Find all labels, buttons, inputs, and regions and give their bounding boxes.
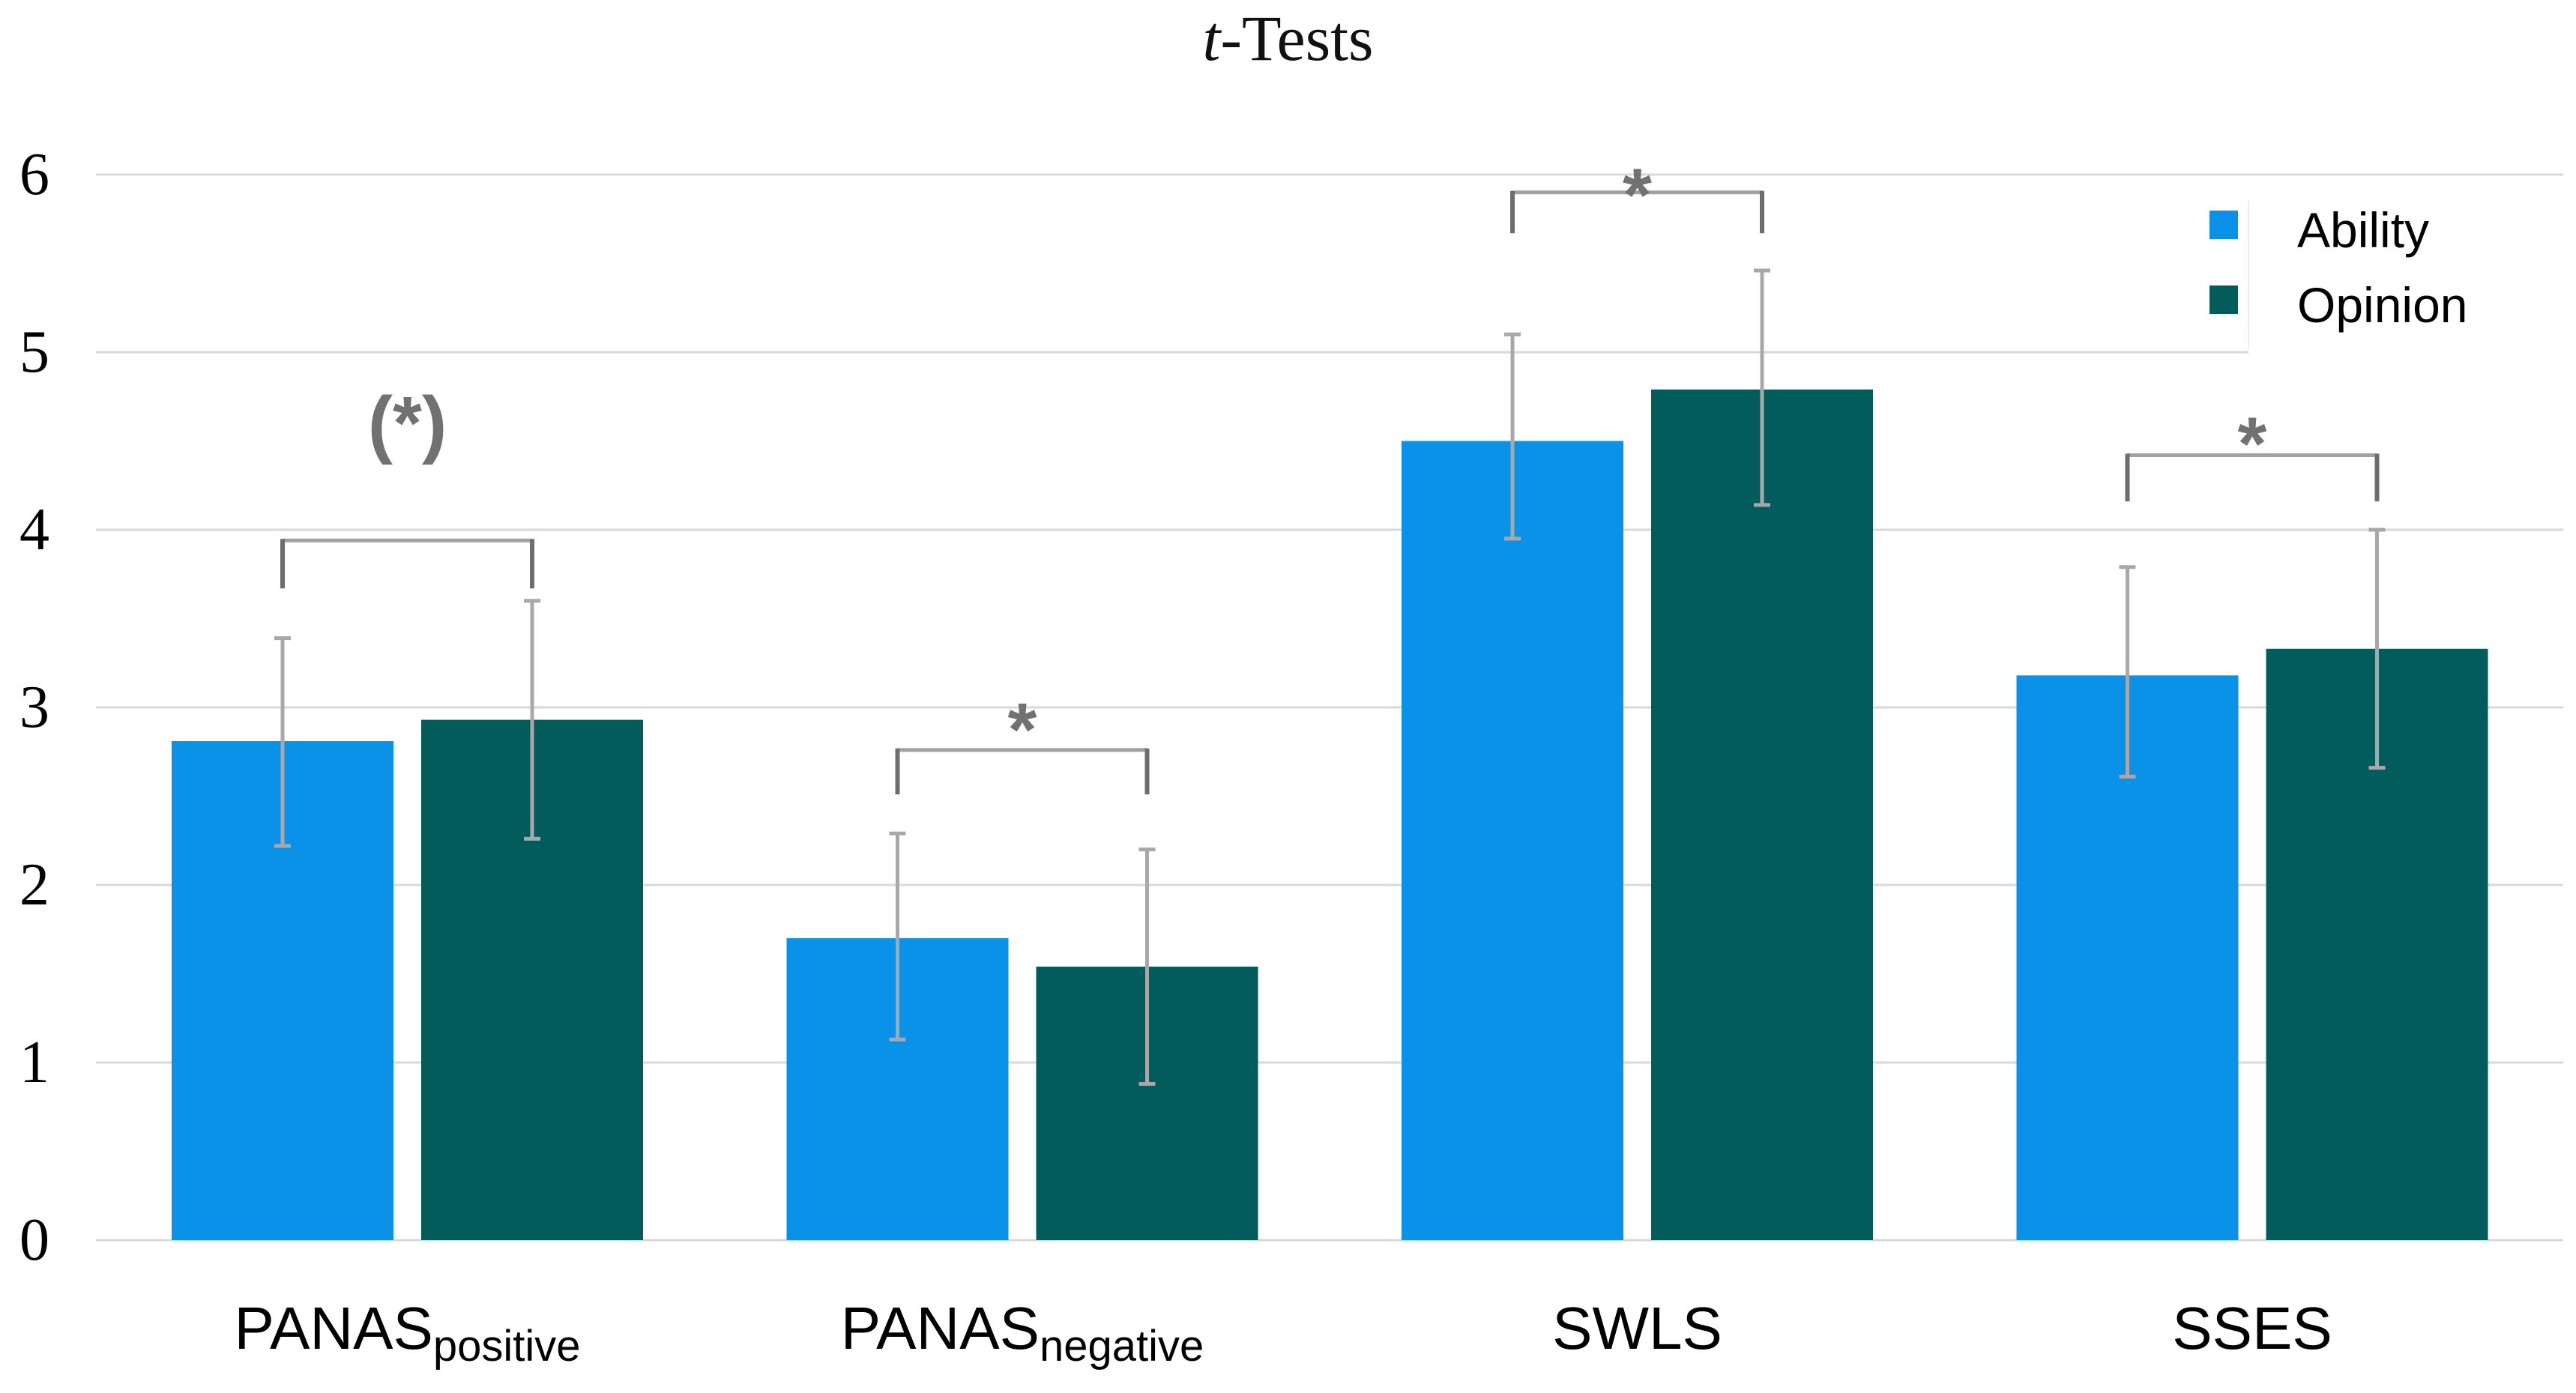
significance-label: *	[1008, 688, 1037, 772]
legend-label-opinion: Opinion	[2297, 277, 2468, 333]
x-axis-label: SWLS	[1552, 1295, 1722, 1362]
bar-opinion-2	[1651, 389, 1873, 1240]
legend-swatch-opinion	[2209, 285, 2238, 314]
chart-title-italic-part: t	[1202, 2, 1221, 74]
y-tick-label: 6	[19, 142, 49, 208]
legend-label-ability: Ability	[2297, 202, 2429, 258]
chart-title-rest-part: -Tests	[1220, 2, 1374, 74]
legend-background	[2248, 196, 2565, 358]
x-axis-label: PANASpositive	[235, 1295, 581, 1371]
y-tick-label: 2	[19, 852, 49, 918]
significance-label: (*)	[368, 381, 447, 465]
x-axis-label: SSES	[2172, 1295, 2332, 1362]
y-tick-label: 4	[19, 497, 49, 563]
y-tick-label: 5	[19, 319, 49, 385]
significance-label: *	[1623, 154, 1652, 238]
legend-swatch-ability	[2209, 211, 2238, 239]
significance-label: *	[2238, 402, 2267, 486]
chart-title: t-Tests	[0, 3, 2576, 74]
y-tick-label: 1	[19, 1030, 49, 1096]
y-tick-label: 3	[19, 674, 49, 740]
y-tick-label: 0	[19, 1207, 49, 1273]
x-axis-label: PANASnegative	[841, 1295, 1204, 1371]
bar-ability-2	[1402, 441, 1623, 1240]
